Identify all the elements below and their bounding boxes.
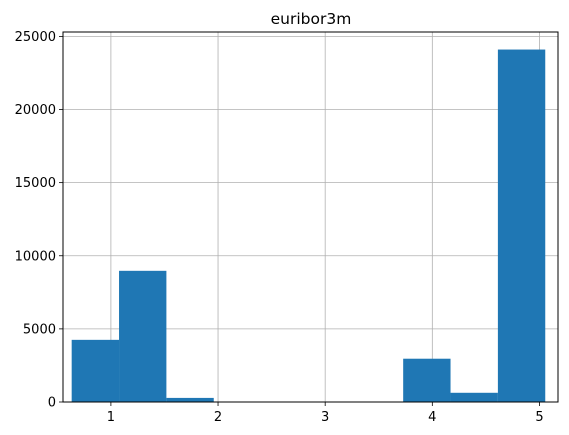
histogram-bar: [403, 358, 451, 402]
histogram-bar: [71, 339, 120, 402]
y-tick-label: 15000: [15, 176, 56, 191]
y-tick-label: 10000: [15, 249, 56, 264]
chart-title: euribor3m: [271, 10, 352, 28]
histogram-bar: [166, 397, 214, 402]
x-tick-label: 4: [428, 410, 436, 425]
x-axis-ticks: 1 2 3 4 5: [107, 402, 544, 425]
x-tick-label: 3: [321, 410, 329, 425]
y-tick-label: 20000: [15, 103, 56, 118]
y-tick-label: 5000: [23, 322, 56, 337]
plot-frame: [62, 31, 559, 403]
y-tick-label: 0: [48, 396, 56, 411]
x-tick-label: 5: [535, 410, 543, 425]
bars: [71, 49, 546, 402]
histogram-bar: [497, 49, 546, 402]
histogram-bar: [119, 270, 167, 402]
y-axis-ticks: 0 5000 10000 15000 20000 25000: [15, 30, 63, 411]
y-tick-label: 25000: [15, 30, 56, 45]
x-tick-label: 1: [107, 410, 115, 425]
x-tick-label: 2: [214, 410, 222, 425]
histogram-bar: [450, 392, 498, 402]
